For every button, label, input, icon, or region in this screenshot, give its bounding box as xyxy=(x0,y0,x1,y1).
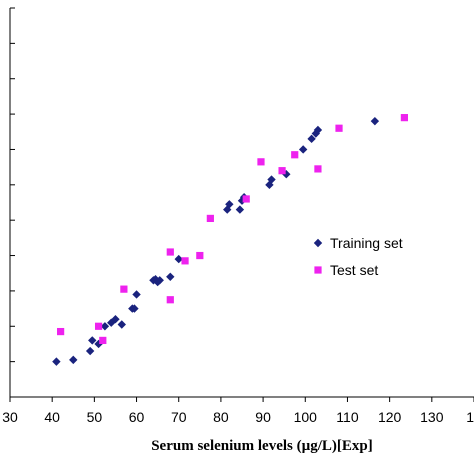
test-point xyxy=(314,165,322,173)
x-tick-label: 30 xyxy=(2,409,18,425)
training-point xyxy=(235,205,245,214)
test-point xyxy=(242,195,250,203)
training-point xyxy=(166,272,175,281)
x-axis-label: Serum selenium levels (µg/L)[Exp] xyxy=(151,438,373,454)
test-point xyxy=(181,257,189,265)
training-point xyxy=(69,355,78,365)
legend-item-test: Test set xyxy=(314,262,378,278)
x-tick-label: 14 xyxy=(466,409,474,425)
x-tick-label: 40 xyxy=(44,409,60,425)
x-tick-label: 50 xyxy=(87,409,103,425)
training-point xyxy=(85,346,95,356)
legend-label-training: Training set xyxy=(330,235,403,251)
test-point xyxy=(166,248,174,256)
x-tick-label: 80 xyxy=(213,409,229,425)
training-point xyxy=(132,290,141,299)
test-point xyxy=(335,124,343,132)
legend: Training set Test set xyxy=(313,235,403,278)
test-point xyxy=(99,336,107,345)
test-point xyxy=(57,327,65,336)
training-point xyxy=(307,134,316,144)
training-point xyxy=(223,205,232,214)
training-point xyxy=(267,175,276,184)
training-point xyxy=(174,254,183,264)
training-point xyxy=(313,125,323,135)
x-tick-label: 130 xyxy=(420,409,444,425)
x-tick-label: 100 xyxy=(294,409,318,425)
y-ticks xyxy=(10,7,15,398)
training-point xyxy=(52,357,61,366)
legend-marker-test xyxy=(314,266,322,274)
training-point xyxy=(100,322,110,331)
test-point xyxy=(257,158,265,166)
x-tick-label: 70 xyxy=(171,409,187,425)
data-points xyxy=(52,114,408,366)
test-point xyxy=(94,322,103,330)
legend-item-training: Training set xyxy=(313,235,403,251)
test-point xyxy=(400,114,408,122)
legend-label-test: Test set xyxy=(330,262,378,278)
training-point xyxy=(298,145,308,154)
training-point xyxy=(155,276,164,285)
training-point xyxy=(111,315,120,324)
test-point xyxy=(120,285,128,293)
training-point xyxy=(370,116,380,126)
axes xyxy=(9,8,474,398)
test-point xyxy=(278,167,286,175)
x-tick-label: 120 xyxy=(378,409,402,425)
test-point xyxy=(166,296,174,304)
legend-marker-training xyxy=(313,238,323,248)
training-point xyxy=(225,200,234,209)
training-point xyxy=(88,336,97,345)
test-point xyxy=(206,214,214,223)
x-tick-label: 110 xyxy=(336,409,359,425)
training-point xyxy=(117,320,126,329)
test-point xyxy=(291,151,299,159)
test-point xyxy=(196,251,204,260)
x-ticks: 30 40 50 60 70 80 90 100 110 120 130 14 xyxy=(2,397,474,425)
x-tick-label: 60 xyxy=(129,409,145,425)
training-point xyxy=(130,304,139,313)
x-tick-label: 90 xyxy=(255,409,271,425)
